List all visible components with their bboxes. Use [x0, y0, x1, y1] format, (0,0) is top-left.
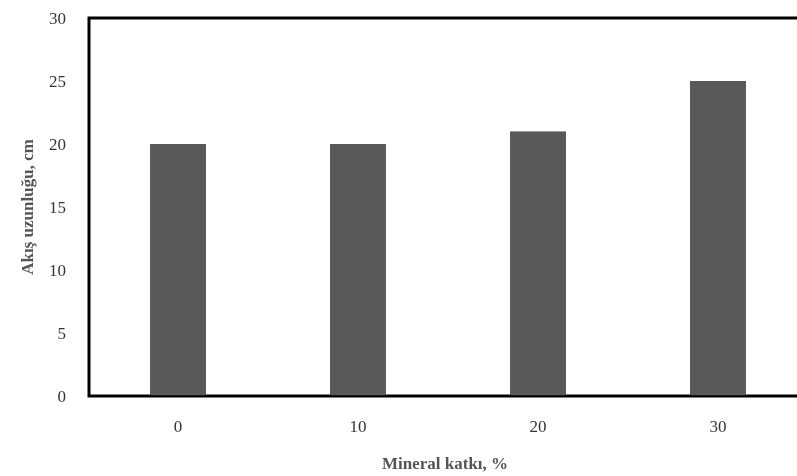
y-tick-label: 10	[49, 261, 66, 280]
y-tick-label: 15	[49, 198, 66, 217]
y-tick-label: 0	[58, 387, 67, 406]
y-axis-title: Akış uzunluğu, cm	[18, 139, 37, 275]
bar-30	[690, 81, 746, 396]
x-tick-label: 30	[710, 417, 727, 436]
y-tick-label: 25	[49, 72, 66, 91]
y-tick-label: 5	[58, 324, 67, 343]
bar-20	[510, 131, 566, 396]
x-tick-label: 0	[174, 417, 183, 436]
y-tick-label: 30	[49, 9, 66, 28]
bar-0	[150, 144, 206, 396]
y-tick-labels: 0 5 10 15 20 25 30	[49, 9, 66, 406]
x-tick-labels: 0 10 20 30	[174, 417, 727, 436]
y-tick-label: 20	[49, 135, 66, 154]
x-axis-title: Mineral katkı, %	[382, 454, 508, 473]
bar-10	[330, 144, 386, 396]
x-tick-label: 20	[530, 417, 547, 436]
bar-series	[150, 81, 746, 396]
x-tick-label: 10	[350, 417, 367, 436]
